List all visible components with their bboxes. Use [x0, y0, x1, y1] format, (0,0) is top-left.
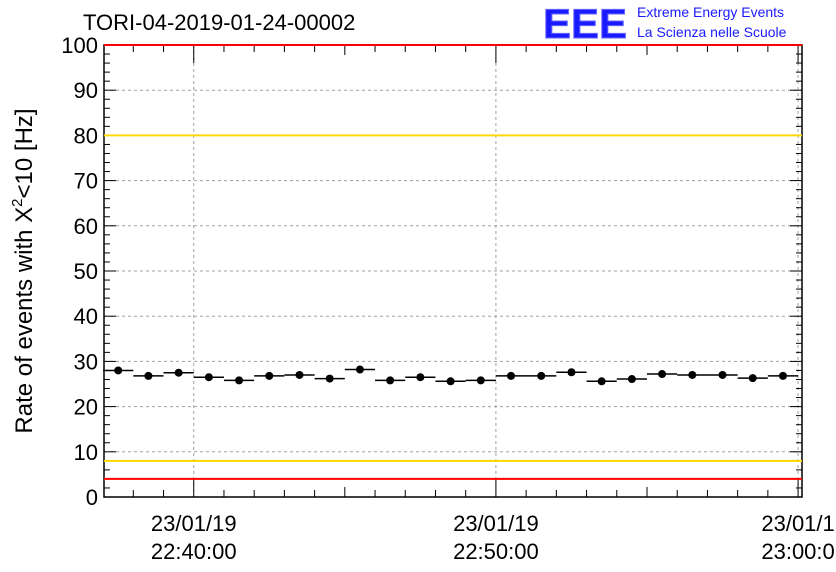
- data-point: [446, 377, 455, 386]
- y-tick-label: 10: [74, 440, 98, 465]
- data-point: [597, 377, 606, 386]
- data-point: [204, 373, 213, 382]
- data-point: [567, 368, 576, 377]
- data-point: [325, 374, 334, 383]
- logo-subtitle-line2: La Scienza nelle Scuole: [637, 24, 787, 40]
- eee-logo: EEE: [543, 2, 628, 42]
- data-point: [688, 370, 697, 379]
- data-point: [416, 373, 425, 382]
- data-point: [778, 371, 787, 380]
- y-axis-label: Rate of events with X2<10 [Hz]: [9, 108, 38, 433]
- data-point: [386, 376, 395, 385]
- y-tick-label: 50: [74, 259, 98, 284]
- data-point: [265, 371, 274, 380]
- x-tick-label-time: 22:40:00: [151, 539, 237, 564]
- data-point: [144, 371, 153, 380]
- x-tick-label-time: 23:00:0: [761, 539, 834, 564]
- x-tick-label-time: 22:50:00: [453, 539, 539, 564]
- x-tick-label-date: 23/01/19: [453, 511, 539, 536]
- eee-logo-text: EEE: [543, 2, 627, 42]
- y-tick-label: 90: [74, 78, 98, 103]
- data-point: [658, 370, 667, 379]
- y-tick-label: 40: [74, 304, 98, 329]
- data-point: [295, 370, 304, 379]
- y-tick-label: 80: [74, 123, 98, 148]
- chart-title: TORI-04-2019-01-24-00002: [83, 10, 356, 35]
- data-point: [476, 376, 485, 385]
- logo-subtitle-line1: Extreme Energy Events: [637, 4, 785, 20]
- data-point: [114, 366, 123, 375]
- x-tick-label-date: 23/01/1: [761, 511, 834, 536]
- y-tick-label: 0: [86, 485, 98, 510]
- y-tick-label: 70: [74, 169, 98, 194]
- data-point: [748, 374, 757, 383]
- data-point: [507, 371, 516, 380]
- y-tick-label: 30: [74, 349, 98, 374]
- data-point: [235, 376, 244, 385]
- y-tick-label: 60: [74, 214, 98, 239]
- x-tick-label-date: 23/01/19: [151, 511, 237, 536]
- data-point: [627, 375, 636, 384]
- y-tick-label: 100: [61, 33, 98, 58]
- data-point: [537, 371, 546, 380]
- data-point: [718, 370, 727, 379]
- data-point: [355, 365, 364, 374]
- data-point: [174, 368, 183, 377]
- y-tick-label: 20: [74, 395, 98, 420]
